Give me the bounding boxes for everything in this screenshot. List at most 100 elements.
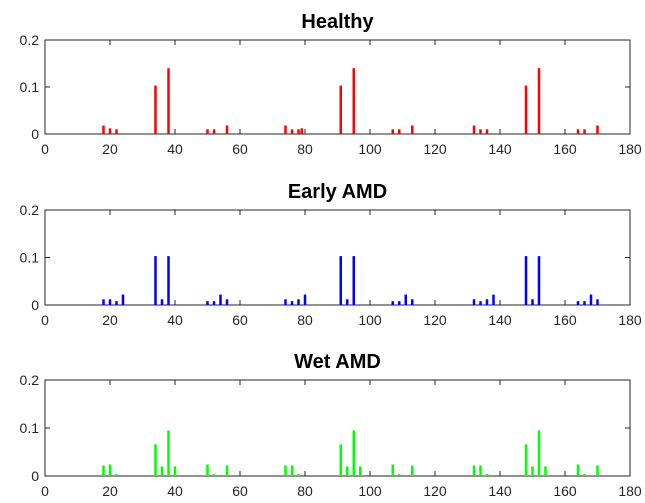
axes-box [44, 209, 631, 306]
bar [206, 129, 209, 134]
bar [531, 466, 534, 476]
bar [212, 474, 216, 476]
bar [472, 299, 476, 305]
bar [154, 85, 157, 134]
bar [167, 68, 170, 134]
x-tick-label: 40 [167, 483, 183, 499]
chart-panel-2: Early AMD 0 20 40 60 80 100 120 140 160 180 0 0.1 0.2 [20, 181, 642, 328]
x-tick-label: 0 [41, 141, 49, 157]
x-tick-label: 0 [41, 312, 49, 328]
y-tick-label: 0.2 [20, 372, 40, 388]
bar [108, 464, 112, 476]
bar [485, 474, 489, 476]
bar [160, 466, 164, 476]
bar [544, 466, 547, 476]
bar [411, 465, 414, 476]
bar [352, 256, 355, 305]
bar [531, 299, 534, 305]
chart-title: Early AMD [288, 181, 387, 203]
bar [576, 464, 580, 476]
bar [346, 466, 349, 476]
bar [391, 301, 394, 305]
bar [398, 474, 401, 476]
bar [206, 464, 209, 476]
bar [167, 256, 170, 305]
x-tick-label: 100 [358, 141, 382, 157]
bar [167, 430, 170, 476]
bar [108, 299, 112, 305]
bar [102, 465, 105, 476]
x-tick-label: 160 [553, 483, 577, 499]
bar [339, 444, 342, 476]
chart-panel-3: Wet AMD 0 20 40 60 80 100 120 140 160 180 0 0.1 0.2 [20, 351, 642, 499]
bar [297, 129, 300, 134]
bar [391, 464, 394, 476]
bar [108, 128, 112, 134]
bar [206, 301, 209, 305]
bar [583, 474, 586, 476]
bar [154, 256, 157, 305]
bar [219, 294, 222, 305]
x-tick-label: 120 [423, 141, 447, 157]
bar [212, 129, 216, 134]
bar [479, 129, 482, 134]
bar [290, 301, 294, 305]
bar [339, 85, 342, 134]
x-tick-label: 120 [423, 312, 447, 328]
bar [284, 465, 287, 476]
bar [524, 256, 528, 305]
bar [290, 129, 294, 134]
y-tick-label: 0.2 [20, 32, 40, 48]
bar [479, 465, 482, 476]
bar [472, 465, 476, 476]
bar [472, 125, 476, 134]
bar [303, 294, 307, 305]
bar [359, 466, 362, 476]
bar [212, 301, 216, 305]
bar [339, 256, 342, 305]
chart-panel-1: Healthy 0 20 40 60 80 100 120 140 160 180 0 0.1 0.2 [20, 11, 642, 157]
bar [115, 129, 118, 134]
bar [115, 474, 118, 476]
bar [115, 301, 118, 305]
y-tick-label: 0.1 [20, 79, 40, 95]
bar [583, 301, 586, 305]
x-tick-label: 80 [297, 141, 313, 157]
x-tick-label: 100 [358, 312, 382, 328]
bar [154, 444, 157, 476]
bar [583, 129, 586, 134]
bar [225, 465, 229, 476]
bar [102, 125, 105, 134]
bar [411, 125, 414, 134]
y-tick-label: 0.1 [20, 250, 40, 266]
x-tick-label: 40 [167, 141, 183, 157]
x-tick-label: 80 [297, 483, 313, 499]
bar [160, 299, 164, 305]
bar [596, 465, 599, 476]
axes-box [44, 379, 631, 477]
bar [352, 68, 355, 134]
bar [537, 68, 541, 134]
bar [492, 294, 495, 305]
bar [596, 125, 599, 134]
x-tick-label: 40 [167, 312, 183, 328]
bar [102, 299, 105, 305]
x-tick-label: 160 [553, 141, 577, 157]
chart-title: Healthy [301, 11, 374, 33]
x-tick-label: 160 [553, 312, 577, 328]
y-tick-label: 0.1 [20, 420, 40, 436]
bar [576, 129, 580, 134]
axes-box [44, 39, 631, 135]
x-tick-label: 180 [618, 312, 642, 328]
bar [300, 128, 303, 134]
x-tick-label: 140 [488, 312, 512, 328]
x-tick-label: 20 [102, 483, 118, 499]
x-tick-label: 120 [423, 483, 447, 499]
bar [479, 301, 482, 305]
bar [537, 256, 541, 305]
bar [297, 299, 300, 305]
x-tick-label: 140 [488, 141, 512, 157]
x-tick-label: 180 [618, 483, 642, 499]
bar [404, 294, 407, 305]
